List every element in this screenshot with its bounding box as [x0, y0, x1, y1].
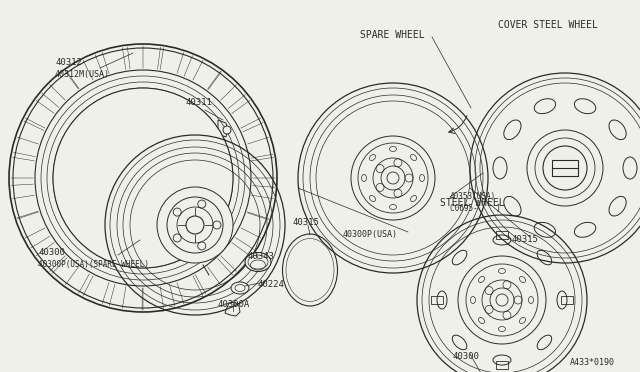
- Ellipse shape: [282, 234, 337, 306]
- Text: 40224: 40224: [258, 280, 285, 289]
- Ellipse shape: [369, 195, 376, 202]
- Ellipse shape: [520, 276, 525, 283]
- Ellipse shape: [499, 269, 506, 273]
- Text: STEEL WHEEL: STEEL WHEEL: [440, 198, 504, 208]
- Bar: [552, 160, 578, 176]
- Ellipse shape: [369, 154, 376, 161]
- Text: 40343: 40343: [248, 252, 275, 261]
- Circle shape: [53, 88, 233, 268]
- Ellipse shape: [479, 317, 484, 324]
- Text: 40353(USA): 40353(USA): [450, 192, 496, 201]
- Ellipse shape: [231, 282, 249, 294]
- Ellipse shape: [362, 174, 367, 182]
- Text: 40315: 40315: [512, 235, 539, 244]
- Text: SPARE WHEEL: SPARE WHEEL: [360, 30, 424, 40]
- Ellipse shape: [390, 205, 397, 209]
- Ellipse shape: [520, 317, 525, 324]
- Text: 40300P(USA)(SPARE WHEEL): 40300P(USA)(SPARE WHEEL): [38, 260, 149, 269]
- Text: C0695-    ]: C0695- ]: [450, 203, 501, 212]
- Text: 40311: 40311: [185, 98, 212, 107]
- Ellipse shape: [479, 276, 484, 283]
- Ellipse shape: [419, 174, 424, 182]
- Text: 40300P(USA): 40300P(USA): [343, 230, 398, 239]
- Circle shape: [223, 126, 231, 134]
- Text: 40300: 40300: [38, 248, 65, 257]
- Ellipse shape: [529, 296, 534, 304]
- Ellipse shape: [245, 253, 271, 272]
- Text: A433*0190: A433*0190: [570, 358, 615, 367]
- Text: 40300A: 40300A: [218, 300, 250, 309]
- Ellipse shape: [410, 195, 417, 202]
- Circle shape: [157, 187, 233, 263]
- Ellipse shape: [499, 327, 506, 331]
- Text: 40300: 40300: [453, 352, 480, 361]
- Bar: [431, 296, 443, 304]
- Text: COVER STEEL WHEEL: COVER STEEL WHEEL: [498, 20, 598, 30]
- Bar: [561, 296, 573, 304]
- Ellipse shape: [390, 147, 397, 151]
- Text: 40312: 40312: [55, 58, 82, 67]
- Ellipse shape: [410, 154, 417, 161]
- Ellipse shape: [470, 296, 476, 304]
- Bar: [496, 231, 508, 239]
- Bar: [496, 361, 508, 369]
- Text: 40315: 40315: [293, 218, 320, 227]
- Polygon shape: [225, 302, 240, 316]
- Text: 40312M(USA): 40312M(USA): [55, 70, 110, 79]
- Polygon shape: [218, 120, 228, 137]
